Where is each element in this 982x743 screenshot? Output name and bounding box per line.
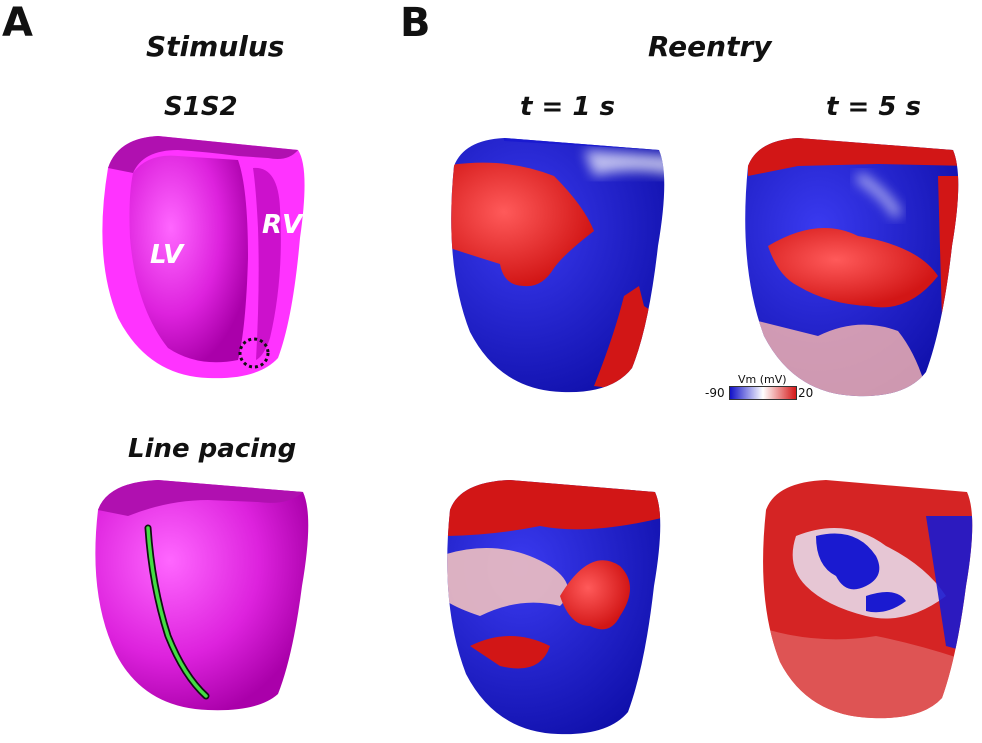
heart-reentry-s1s2-t1 xyxy=(451,138,665,393)
panel-b-letter: B xyxy=(400,0,431,46)
heart-reentry-line-t5 xyxy=(763,480,973,719)
pacing-site-marker xyxy=(238,337,270,369)
t1-title: t = 1 s xyxy=(520,92,615,122)
t5-title: t = 5 s xyxy=(826,92,921,122)
s1s2-title: S1S2 xyxy=(164,92,238,122)
line-pacing-title: Line pacing xyxy=(128,434,297,464)
colorbar-gradient xyxy=(729,386,797,400)
stimulus-heading: Stimulus xyxy=(146,30,285,63)
lv-label: LV xyxy=(150,240,185,270)
heart-reentry-line-t1 xyxy=(447,480,661,735)
heart-line-pacing xyxy=(95,480,309,711)
rv-label: RV xyxy=(262,210,304,240)
heart-s1s2-cutaway: LV RV xyxy=(102,136,305,379)
colorbar-title: Vm (mV) xyxy=(738,373,787,386)
pacing-line xyxy=(146,526,208,698)
reentry-heading: Reentry xyxy=(648,30,772,63)
colorbar-min: -90 xyxy=(705,386,725,400)
colorbar-max: 20 xyxy=(798,386,814,400)
heart-reentry-s1s2-t5 xyxy=(745,138,959,397)
panel-a-letter: A xyxy=(2,0,33,46)
